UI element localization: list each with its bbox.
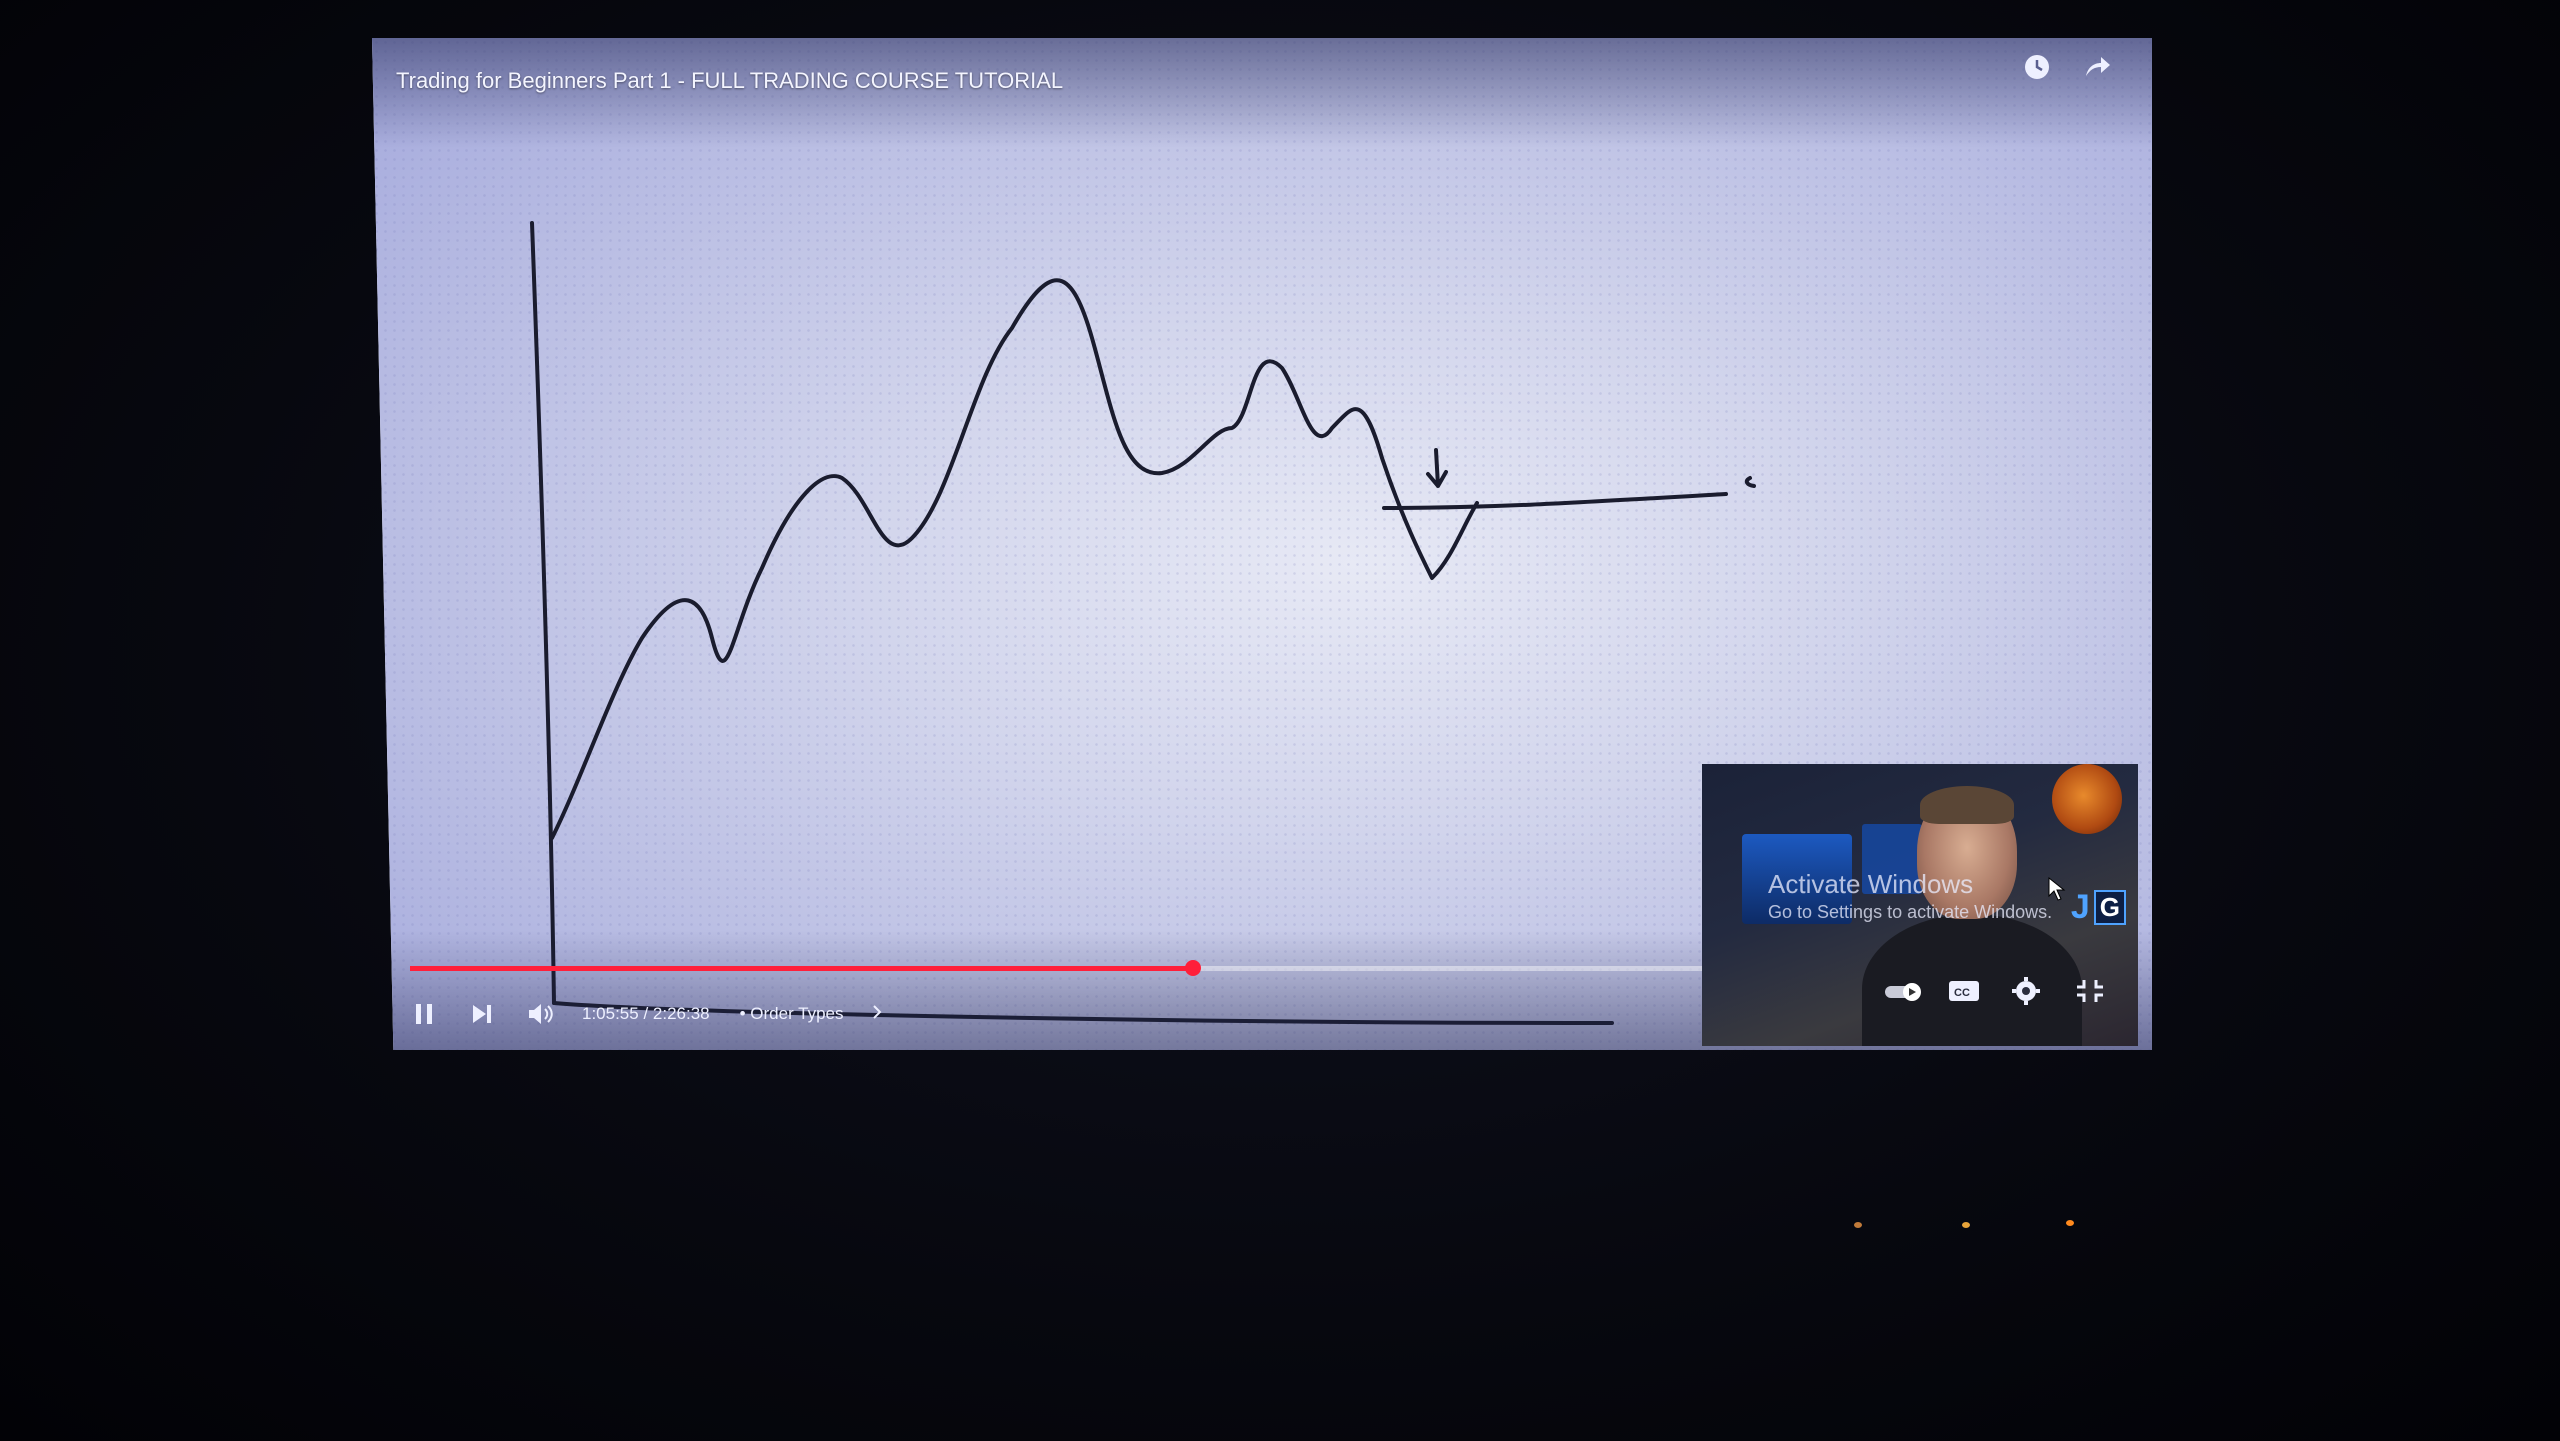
player-right-controls: CC bbox=[1882, 976, 2110, 1006]
chapter-chevron-icon[interactable] bbox=[870, 1003, 884, 1026]
activate-subtitle: Go to Settings to activate Windows. bbox=[1768, 902, 2053, 922]
hand-drawn-price-chart bbox=[530, 221, 1756, 1025]
channel-logo: J G bbox=[2071, 888, 2126, 927]
volume-icon[interactable] bbox=[524, 998, 556, 1030]
desk-led-light bbox=[1854, 1222, 1862, 1228]
progress-scrubber[interactable] bbox=[1184, 960, 1201, 976]
activate-windows-watermark: Activate Windows Go to Settings to activ… bbox=[1768, 869, 2052, 923]
video-title[interactable]: Trading for Beginners Part 1 - FULL TRAD… bbox=[396, 68, 1064, 93]
activate-title: Activate Windows bbox=[1768, 869, 1974, 899]
watch-later-icon[interactable] bbox=[2022, 52, 2052, 82]
background-monitor-secondary bbox=[1862, 824, 1922, 894]
exit-fullscreen-icon[interactable] bbox=[2074, 976, 2110, 1006]
mouse-cursor-icon bbox=[2047, 876, 2067, 907]
price-tick-mark bbox=[1744, 476, 1756, 488]
autoplay-toggle-icon[interactable] bbox=[1882, 976, 1921, 1006]
webcam-overlay: J G Activate Windows Go to Settings to a… bbox=[1702, 764, 2138, 1046]
logo-letter-j: J bbox=[2070, 888, 2090, 926]
desk-led-light bbox=[2066, 1220, 2074, 1226]
time-display: 1:05:55 / 2:26:38 bbox=[582, 1004, 710, 1023]
background-monitor bbox=[1742, 834, 1852, 924]
chart-x-axis bbox=[552, 1001, 1614, 1025]
settings-gear-icon[interactable] bbox=[2010, 976, 2046, 1006]
desk-led-light bbox=[1962, 1222, 1970, 1228]
guitar-decor bbox=[2052, 764, 2122, 834]
down-arrow-mark bbox=[1426, 448, 1448, 488]
pause-icon[interactable] bbox=[408, 998, 440, 1030]
captions-icon[interactable]: CC bbox=[1946, 976, 1982, 1006]
progress-played bbox=[410, 966, 1193, 971]
next-icon[interactable] bbox=[466, 998, 498, 1030]
chapter-title[interactable]: • Order Types bbox=[739, 1004, 844, 1023]
chart-y-axis bbox=[530, 221, 556, 1005]
price-line bbox=[550, 278, 1479, 840]
logo-letter-g: G bbox=[2093, 890, 2126, 925]
svg-text:CC: CC bbox=[1954, 987, 1970, 999]
top-icons bbox=[2022, 52, 2112, 82]
horizontal-level-line bbox=[1382, 492, 1728, 510]
top-gradient bbox=[372, 38, 2152, 148]
player-controls: 1:05:55 / 2:26:38 • Order Types bbox=[408, 998, 884, 1030]
presenter-hair bbox=[1920, 786, 2014, 824]
monitor-screen: Trading for Beginners Part 1 - FULL TRAD… bbox=[372, 38, 2152, 1050]
progress-bar[interactable] bbox=[410, 960, 2112, 976]
presenter-body bbox=[1862, 914, 2082, 1046]
share-icon[interactable] bbox=[2082, 52, 2112, 82]
